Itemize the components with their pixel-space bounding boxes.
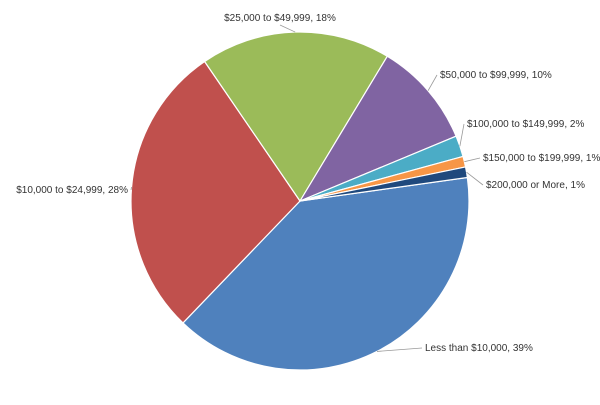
category-label: $150,000 to $199,999	[483, 153, 581, 164]
slice-label: $50,000 to $99,999, 10%	[440, 70, 552, 81]
leader-line	[427, 74, 438, 91]
label-separator: ,	[310, 13, 316, 24]
slice-label: $25,000 to $49,999, 18%	[224, 13, 336, 24]
value-label: 39%	[513, 343, 533, 354]
pie-slice	[130, 60, 301, 324]
label-separator: ,	[526, 70, 532, 81]
category-label: $10,000 to $24,999	[16, 185, 103, 196]
leader-line	[130, 186, 132, 191]
leader-line	[459, 123, 465, 147]
leader-line	[279, 24, 296, 33]
leader-line	[464, 157, 481, 163]
value-label: 2%	[570, 119, 585, 130]
value-label: 1%	[571, 180, 586, 191]
slice-label: Less than $10,000, 39%	[425, 343, 533, 354]
category-label: $25,000 to $49,999	[224, 13, 311, 24]
value-label: 1%	[586, 153, 600, 164]
pie-slice	[298, 55, 457, 203]
label-separator: ,	[580, 153, 586, 164]
slice-label: $100,000 to $149,999, 2%	[467, 119, 584, 130]
category-label: $100,000 to $149,999	[467, 119, 565, 130]
category-label: Less than $10,000	[425, 343, 508, 354]
category-label: $50,000 to $99,999	[440, 70, 527, 81]
category-label: $200,000 or More	[486, 180, 565, 191]
label-separator: ,	[564, 119, 570, 130]
leader-line	[376, 347, 423, 352]
value-label: 10%	[532, 70, 552, 81]
slice-label: $150,000 to $199,999, 1%	[483, 153, 600, 164]
label-separator: ,	[507, 343, 513, 354]
slice-label: $10,000 to $24,999, 28%	[16, 185, 128, 196]
label-separator: ,	[102, 185, 108, 196]
value-label: 28%	[108, 185, 128, 196]
leader-line	[466, 171, 484, 186]
slice-label: $200,000 or More, 1%	[486, 180, 585, 191]
label-separator: ,	[565, 180, 571, 191]
value-label: 18%	[316, 13, 336, 24]
pie-slice	[182, 176, 470, 371]
